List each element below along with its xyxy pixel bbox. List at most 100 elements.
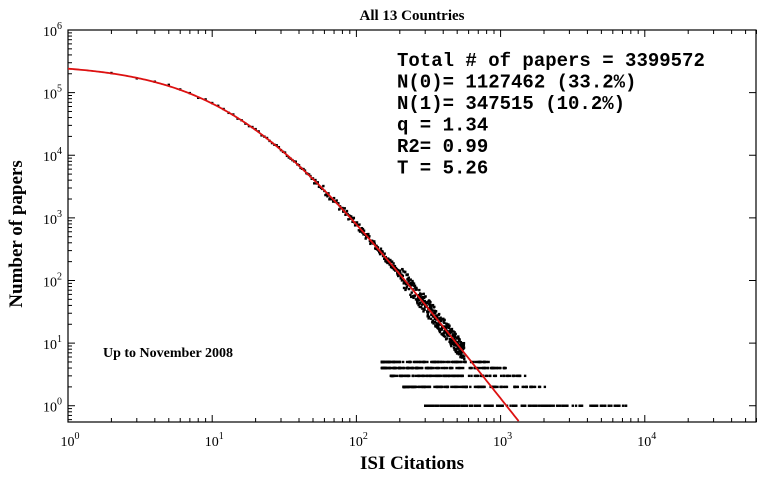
data-point bbox=[381, 366, 384, 370]
data-point bbox=[456, 350, 460, 354]
data-point bbox=[437, 385, 441, 389]
data-point bbox=[451, 374, 455, 378]
data-point bbox=[401, 274, 405, 278]
data-point bbox=[402, 270, 405, 273]
fit-curve bbox=[67, 67, 520, 422]
data-point bbox=[511, 404, 515, 407]
data-point bbox=[624, 404, 627, 407]
data-point bbox=[496, 385, 499, 389]
data-point bbox=[589, 404, 592, 407]
data-point bbox=[452, 337, 456, 340]
data-point bbox=[326, 195, 329, 198]
data-point bbox=[387, 366, 391, 370]
data-point bbox=[532, 385, 535, 389]
data-point bbox=[474, 385, 478, 389]
data-point bbox=[417, 303, 420, 307]
data-point bbox=[613, 404, 616, 407]
data-point bbox=[459, 350, 462, 354]
data-point bbox=[405, 285, 409, 288]
data-point bbox=[458, 338, 461, 341]
data-point bbox=[447, 374, 451, 378]
data-point bbox=[445, 337, 449, 340]
data-point bbox=[441, 333, 445, 336]
data-point bbox=[337, 202, 340, 205]
data-point bbox=[483, 360, 486, 364]
data-point bbox=[453, 334, 457, 337]
data-point bbox=[462, 360, 465, 364]
data-point bbox=[502, 374, 505, 378]
x-axis-label: ISI Citations bbox=[360, 453, 464, 474]
data-point bbox=[393, 366, 396, 370]
data-point bbox=[349, 215, 353, 218]
data-point bbox=[429, 317, 433, 320]
data-point bbox=[618, 404, 621, 407]
data-point bbox=[487, 360, 490, 364]
data-point bbox=[400, 273, 403, 277]
data-point bbox=[511, 374, 515, 378]
data-point bbox=[391, 374, 395, 378]
data-point bbox=[422, 296, 426, 300]
data-point bbox=[450, 385, 453, 389]
data-point bbox=[350, 216, 354, 220]
data-point bbox=[516, 385, 520, 389]
data-point bbox=[458, 404, 461, 407]
data-point bbox=[409, 385, 412, 389]
data-point bbox=[482, 385, 485, 389]
y-axis: 100 101 102 103 104 105 106 bbox=[43, 21, 756, 421]
data-point bbox=[440, 366, 444, 370]
data-point bbox=[432, 374, 435, 378]
data-point bbox=[557, 404, 560, 407]
data-point bbox=[445, 385, 449, 389]
data-point bbox=[426, 366, 430, 370]
data-point bbox=[396, 360, 399, 364]
data-point bbox=[464, 360, 467, 364]
data-point bbox=[383, 360, 387, 364]
data-point bbox=[351, 220, 354, 224]
y-tick-label: 105 bbox=[43, 84, 62, 103]
data-point bbox=[419, 295, 422, 298]
data-point bbox=[455, 344, 458, 347]
data-point bbox=[436, 385, 439, 389]
data-point bbox=[454, 339, 457, 342]
stats-line: N(1)= 347515 (10.2%) bbox=[397, 93, 625, 115]
data-point bbox=[485, 404, 489, 407]
data-point bbox=[439, 360, 443, 364]
data-point bbox=[331, 200, 335, 203]
data-point bbox=[491, 404, 494, 407]
data-point bbox=[579, 404, 583, 407]
data-point bbox=[418, 288, 421, 292]
data-point bbox=[428, 385, 431, 389]
data-point bbox=[361, 227, 365, 231]
data-point bbox=[422, 385, 425, 389]
data-point bbox=[436, 325, 440, 328]
data-point bbox=[434, 318, 438, 321]
data-point bbox=[448, 324, 451, 328]
data-point bbox=[473, 404, 476, 407]
data-point bbox=[444, 404, 448, 407]
data-point bbox=[523, 374, 527, 378]
data-point bbox=[402, 282, 405, 285]
data-point bbox=[486, 366, 490, 370]
data-point bbox=[480, 366, 483, 370]
data-point bbox=[431, 366, 434, 370]
data-point bbox=[463, 358, 466, 361]
data-point bbox=[398, 271, 402, 274]
data-point bbox=[427, 310, 430, 314]
data-point bbox=[392, 360, 396, 364]
data-point bbox=[591, 404, 594, 407]
data-point bbox=[502, 385, 506, 389]
data-point bbox=[423, 308, 426, 311]
data-point bbox=[513, 385, 516, 389]
data-point bbox=[442, 374, 445, 378]
data-point bbox=[447, 360, 450, 364]
data-point bbox=[451, 339, 454, 342]
data-point bbox=[488, 404, 491, 407]
data-point bbox=[418, 301, 422, 305]
data-point bbox=[369, 242, 372, 246]
data-point bbox=[322, 184, 325, 188]
data-point bbox=[402, 385, 405, 389]
data-point bbox=[472, 360, 475, 364]
data-point bbox=[465, 385, 469, 389]
